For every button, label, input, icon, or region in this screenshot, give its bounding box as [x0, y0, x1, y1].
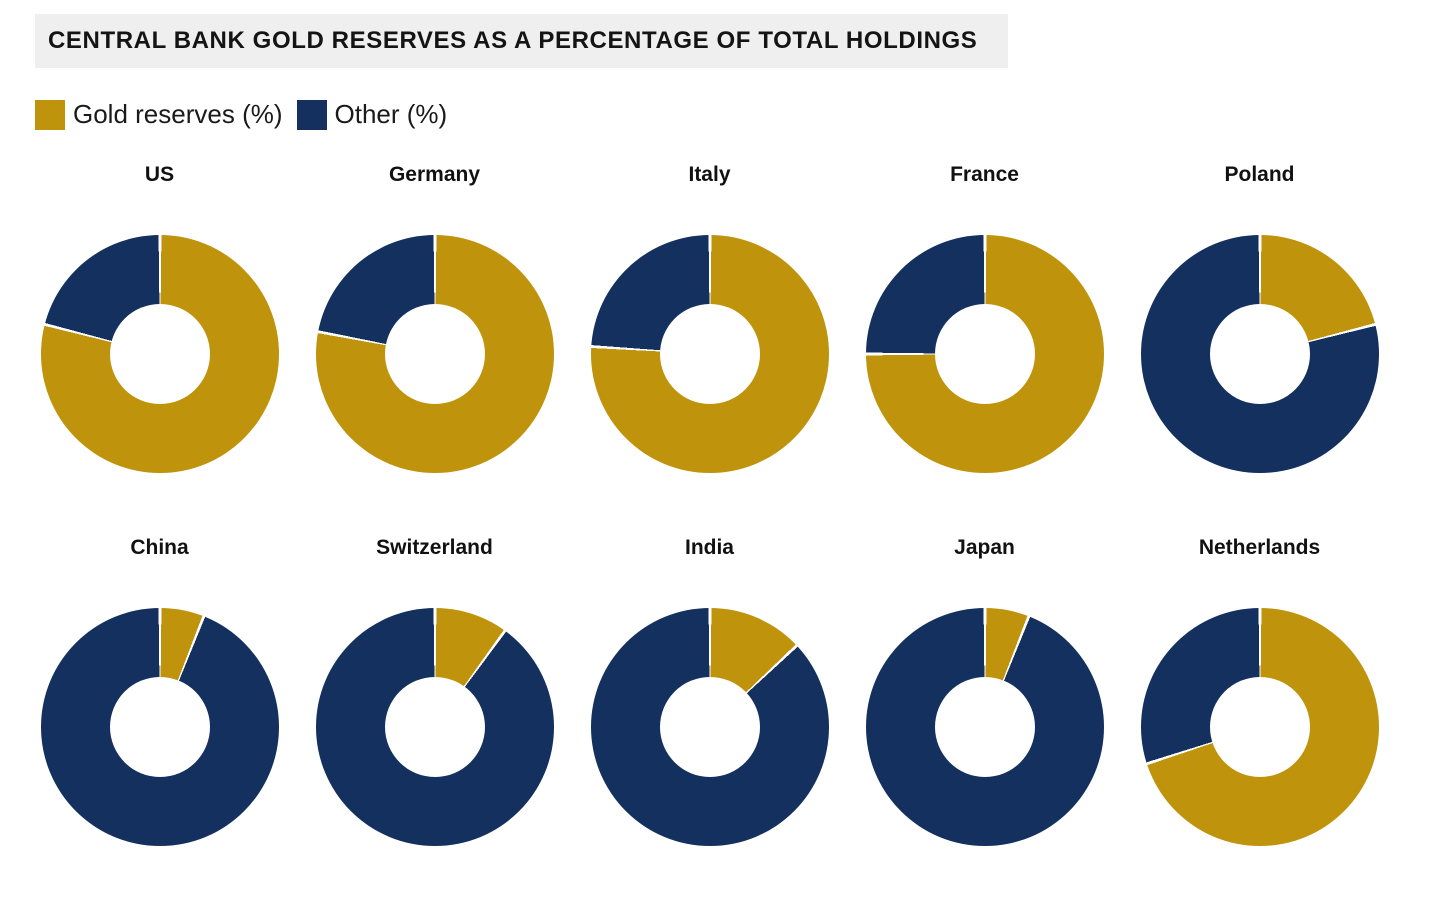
donut-hole: [109, 304, 210, 404]
donut-switzerland: [315, 608, 554, 846]
donut-cell-us: US: [22, 160, 297, 473]
donut-cell-netherlands: Netherlands: [1122, 533, 1397, 846]
chart-header: CENTRAL BANK GOLD RESERVES AS A PERCENTA…: [35, 14, 1008, 68]
donut-cell-germany: Germany: [297, 160, 572, 473]
country-label-poland: Poland: [1224, 163, 1295, 186]
donut-hole: [384, 677, 485, 777]
donut-france: [865, 235, 1104, 473]
country-label-netherlands: Netherlands: [1198, 536, 1321, 559]
donut-cell-france: France: [847, 160, 1122, 473]
legend-item-other: Other (%): [296, 99, 448, 130]
donut-hole: [659, 677, 760, 777]
donut-netherlands: [1140, 608, 1379, 846]
country-label-japan: Japan: [954, 536, 1015, 559]
other-swatch-icon: [296, 99, 327, 130]
donut-india: [590, 608, 829, 846]
donut-cell-switzerland: Switzerland: [297, 533, 572, 846]
donut-cell-china: China: [22, 533, 297, 846]
legend-label-gold: Gold reserves (%): [73, 99, 283, 129]
donut-italy: [590, 235, 829, 473]
legend: Gold reserves (%) Other (%): [35, 99, 461, 130]
donut-cell-italy: Italy: [572, 160, 847, 473]
donut-us: [40, 235, 279, 473]
donut-hole: [659, 304, 760, 404]
chart-title: CENTRAL BANK GOLD RESERVES AS A PERCENTA…: [48, 27, 978, 54]
gold-swatch-icon: [35, 99, 65, 130]
country-label-france: France: [950, 163, 1019, 186]
donut-hole: [1209, 304, 1310, 404]
donut-china: [40, 608, 279, 846]
donut-hole: [109, 677, 210, 777]
donut-cell-japan: Japan: [847, 533, 1122, 846]
legend-item-gold-reserves: Gold reserves (%): [35, 99, 283, 130]
donut-japan: [865, 608, 1104, 846]
country-label-china: China: [130, 536, 189, 559]
donut-hole: [1209, 677, 1310, 777]
country-label-italy: Italy: [688, 163, 731, 186]
donut-cell-poland: Poland: [1122, 160, 1397, 473]
donut-hole: [384, 304, 485, 404]
country-label-switzerland: Switzerland: [376, 536, 493, 559]
country-label-germany: Germany: [388, 163, 481, 186]
donut-charts-grid: US Germany Italy France Poland China Switzerla…: [22, 160, 1397, 846]
donut-poland: [1140, 235, 1379, 473]
donut-hole: [934, 304, 1035, 404]
donut-hole: [934, 677, 1035, 777]
legend-label-other: Other (%): [334, 99, 448, 129]
country-label-india: India: [684, 536, 734, 559]
country-label-us: US: [144, 163, 175, 186]
donut-cell-india: India: [572, 533, 847, 846]
donut-germany: [315, 235, 554, 473]
